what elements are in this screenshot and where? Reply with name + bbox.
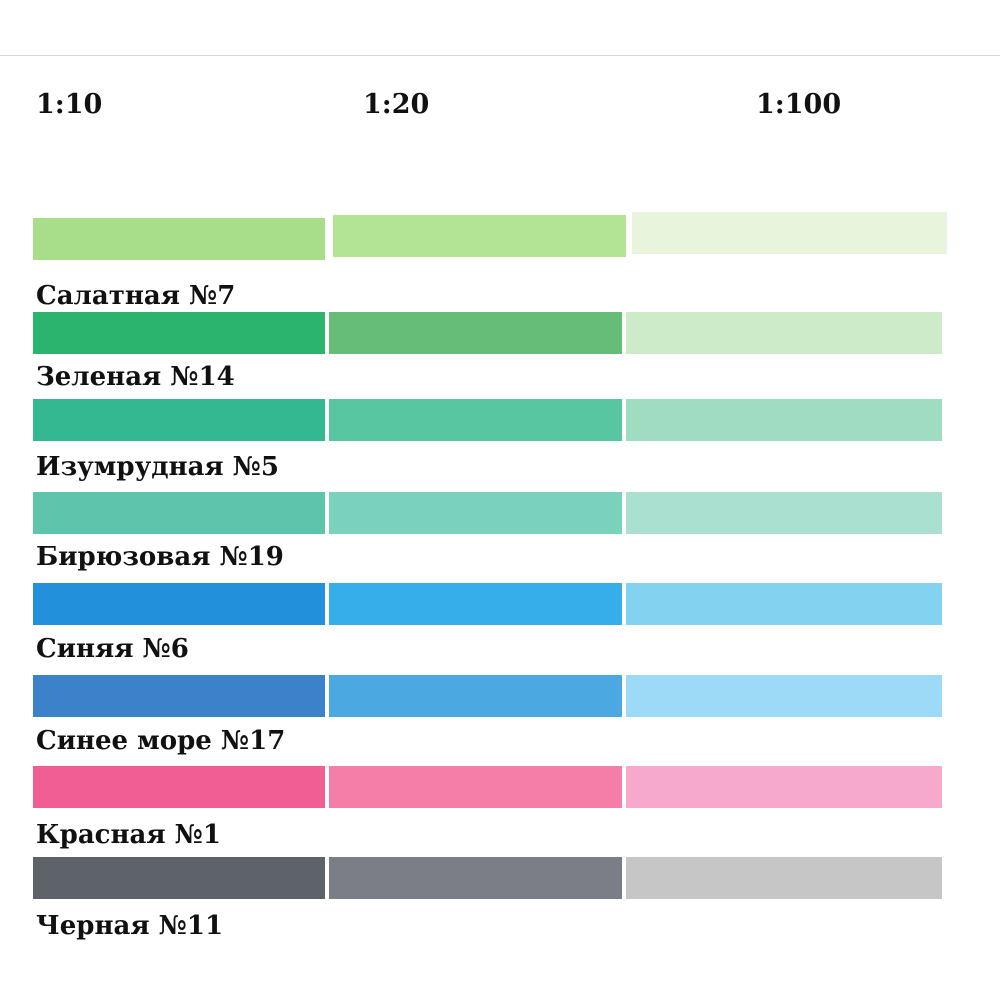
swatch-krasnaya-1-10 — [33, 766, 325, 808]
swatch-zelenaya-1-100 — [626, 312, 942, 354]
top-divider — [0, 55, 1000, 56]
swatch-chernaya-1-100 — [626, 857, 942, 899]
ratio-label-1-10: 1:10 — [36, 89, 103, 120]
swatch-krasnaya-1-100 — [626, 766, 942, 808]
swatch-salatnaya-1-10 — [33, 218, 325, 260]
swatch-sinyaya-1-20 — [329, 583, 622, 625]
swatch-chernaya-1-10 — [33, 857, 325, 899]
swatch-izumrudnaya-1-20 — [329, 399, 622, 441]
color-name-sinee-more: Синее море №17 — [36, 726, 286, 756]
color-name-izumrudnaya: Изумрудная №5 — [36, 452, 280, 482]
swatch-salatnaya-1-100 — [632, 212, 947, 254]
swatch-sinyaya-1-10 — [33, 583, 325, 625]
swatch-izumrudnaya-1-10 — [33, 399, 325, 441]
swatch-sinyaya-1-100 — [626, 583, 942, 625]
swatch-zelenaya-1-20 — [329, 312, 622, 354]
color-name-zelenaya: Зеленая №14 — [36, 362, 235, 392]
color-name-chernaya: Черная №11 — [36, 911, 224, 941]
color-name-biryuzovaya: Бирюзовая №19 — [36, 542, 284, 572]
swatch-salatnaya-1-20 — [333, 215, 626, 257]
ratio-label-1-20: 1:20 — [363, 89, 430, 120]
swatch-sinee-more-1-20 — [329, 675, 622, 717]
swatch-biryuzovaya-1-20 — [329, 492, 622, 534]
color-name-sinyaya: Синяя №6 — [36, 634, 189, 664]
ratio-label-1-100: 1:100 — [756, 89, 842, 120]
swatch-sinee-more-1-100 — [626, 675, 942, 717]
swatch-izumrudnaya-1-100 — [626, 399, 942, 441]
swatch-sinee-more-1-10 — [33, 675, 325, 717]
swatch-biryuzovaya-1-10 — [33, 492, 325, 534]
swatch-zelenaya-1-10 — [33, 312, 325, 354]
color-name-salatnaya: Салатная №7 — [36, 281, 236, 311]
swatch-krasnaya-1-20 — [329, 766, 622, 808]
color-name-krasnaya: Красная №1 — [36, 820, 221, 850]
swatch-biryuzovaya-1-100 — [626, 492, 942, 534]
swatch-chernaya-1-20 — [329, 857, 622, 899]
